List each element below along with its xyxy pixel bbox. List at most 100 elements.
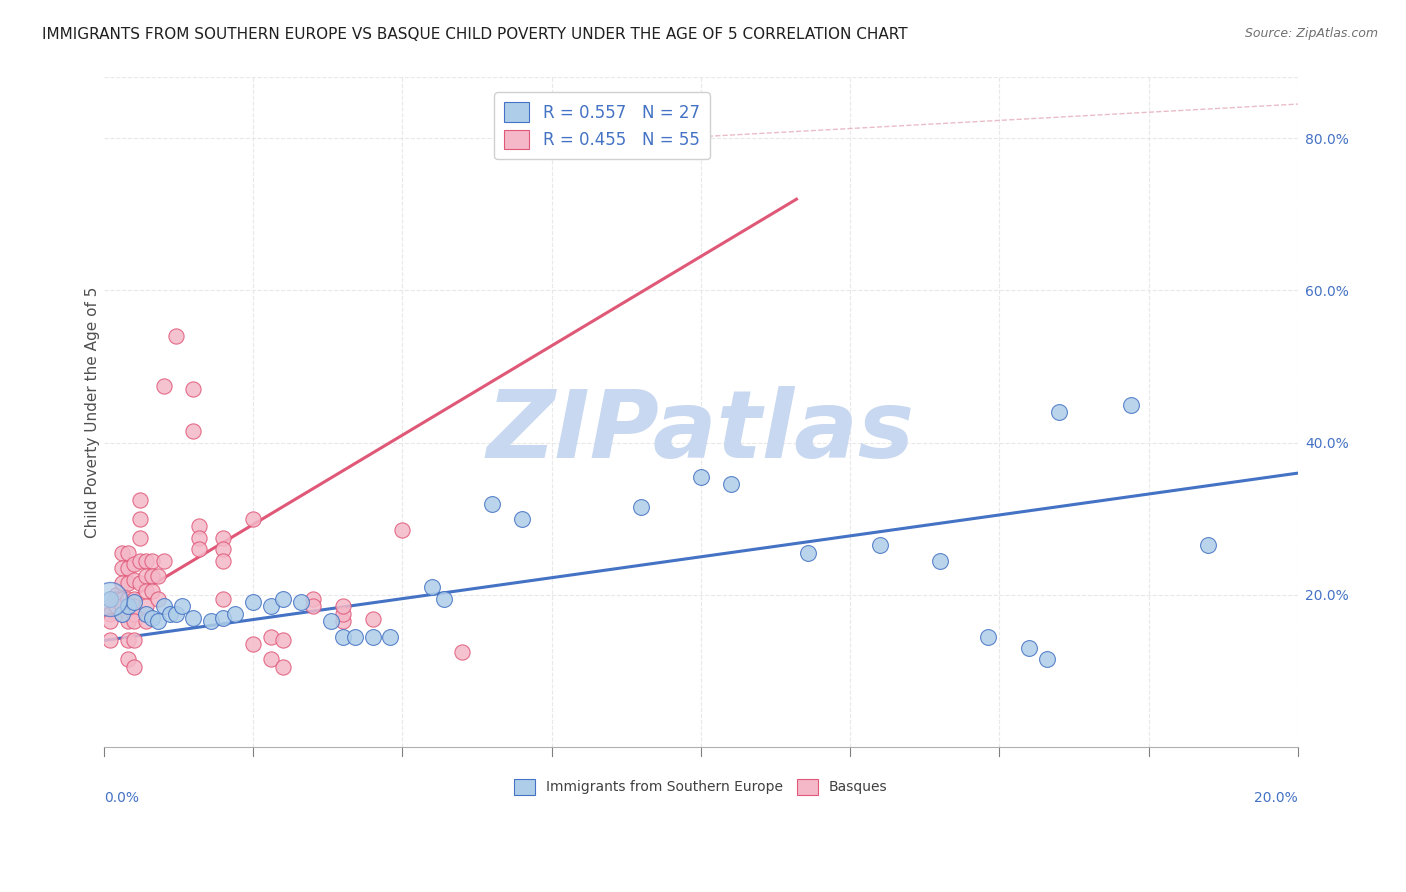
Point (183, 610, 205, 624)
Point (98, 599, 121, 614)
Point (104, 591, 127, 606)
Point (98, 591, 121, 606)
Point (122, 599, 145, 614)
Point (420, 580, 443, 594)
Point (1119, 398, 1142, 412)
Point (146, 569, 169, 583)
Point (111, 607, 134, 621)
Point (128, 512, 150, 526)
Point (510, 512, 533, 526)
Point (451, 645, 474, 659)
Point (433, 591, 456, 606)
Point (122, 615, 145, 629)
Point (135, 553, 157, 567)
Text: 0.0%: 0.0% (104, 790, 139, 805)
Point (212, 531, 235, 545)
Point (797, 546, 820, 560)
Point (141, 584, 163, 599)
Point (391, 523, 413, 537)
Point (117, 591, 139, 606)
Point (332, 630, 354, 644)
Point (242, 595, 264, 609)
Text: 20.0%: 20.0% (1254, 790, 1298, 805)
Point (135, 615, 157, 629)
Point (361, 630, 384, 644)
Point (135, 584, 157, 599)
Point (111, 546, 134, 560)
Point (332, 615, 354, 629)
Point (128, 531, 150, 545)
Point (1197, 538, 1219, 552)
Point (117, 599, 139, 614)
Text: IMMIGRANTS FROM SOUTHERN EUROPE VS BASQUE CHILD POVERTY UNDER THE AGE OF 5 CORRE: IMMIGRANTS FROM SOUTHERN EUROPE VS BASQU… (42, 27, 908, 42)
Point (302, 591, 325, 606)
Point (260, 652, 283, 666)
Point (380, 630, 402, 644)
Point (128, 492, 150, 507)
Point (98, 633, 121, 648)
Point (361, 612, 384, 626)
Point (117, 546, 139, 560)
Point (540, 108, 562, 122)
Point (928, 553, 950, 567)
Point (165, 607, 187, 621)
Point (117, 561, 139, 575)
Point (1018, 641, 1040, 656)
Point (135, 599, 157, 614)
Point (260, 630, 283, 644)
Text: ZIPatlas: ZIPatlas (486, 386, 915, 478)
Point (98, 615, 121, 629)
Point (146, 615, 169, 629)
Point (1036, 652, 1059, 666)
Point (117, 633, 139, 648)
Point (630, 500, 652, 515)
Point (104, 599, 127, 614)
Point (141, 569, 163, 583)
Point (271, 591, 294, 606)
Point (128, 553, 150, 567)
Point (260, 599, 283, 614)
Legend: Immigrants from Southern Europe, Basques: Immigrants from Southern Europe, Basques (509, 773, 893, 800)
Point (111, 607, 134, 621)
Point (117, 599, 139, 614)
Point (690, 470, 713, 484)
Point (122, 573, 145, 587)
Point (152, 599, 174, 614)
Point (135, 569, 157, 583)
Point (111, 576, 134, 591)
Point (188, 542, 211, 557)
Text: Source: ZipAtlas.com: Source: ZipAtlas.com (1244, 27, 1378, 40)
Point (183, 383, 205, 397)
Point (122, 591, 145, 606)
Point (271, 633, 294, 648)
Point (183, 424, 205, 438)
Point (212, 542, 235, 557)
Point (141, 553, 163, 567)
Point (117, 576, 139, 591)
Point (117, 652, 139, 666)
Point (111, 599, 134, 614)
Point (720, 477, 742, 491)
Point (212, 553, 235, 567)
Point (242, 512, 264, 526)
Point (98, 591, 121, 606)
Point (170, 599, 193, 614)
Point (122, 660, 145, 674)
Point (146, 591, 169, 606)
Point (869, 538, 891, 552)
Point (212, 610, 235, 624)
Point (98, 607, 121, 621)
Point (141, 610, 163, 624)
Point (122, 633, 145, 648)
Point (212, 591, 235, 606)
Point (290, 595, 312, 609)
Point (152, 378, 174, 392)
Point (165, 329, 187, 343)
Point (271, 660, 294, 674)
Point (135, 607, 157, 621)
Point (111, 591, 134, 606)
Point (104, 588, 127, 602)
Point (188, 519, 211, 533)
Point (332, 599, 354, 614)
Point (128, 576, 150, 591)
